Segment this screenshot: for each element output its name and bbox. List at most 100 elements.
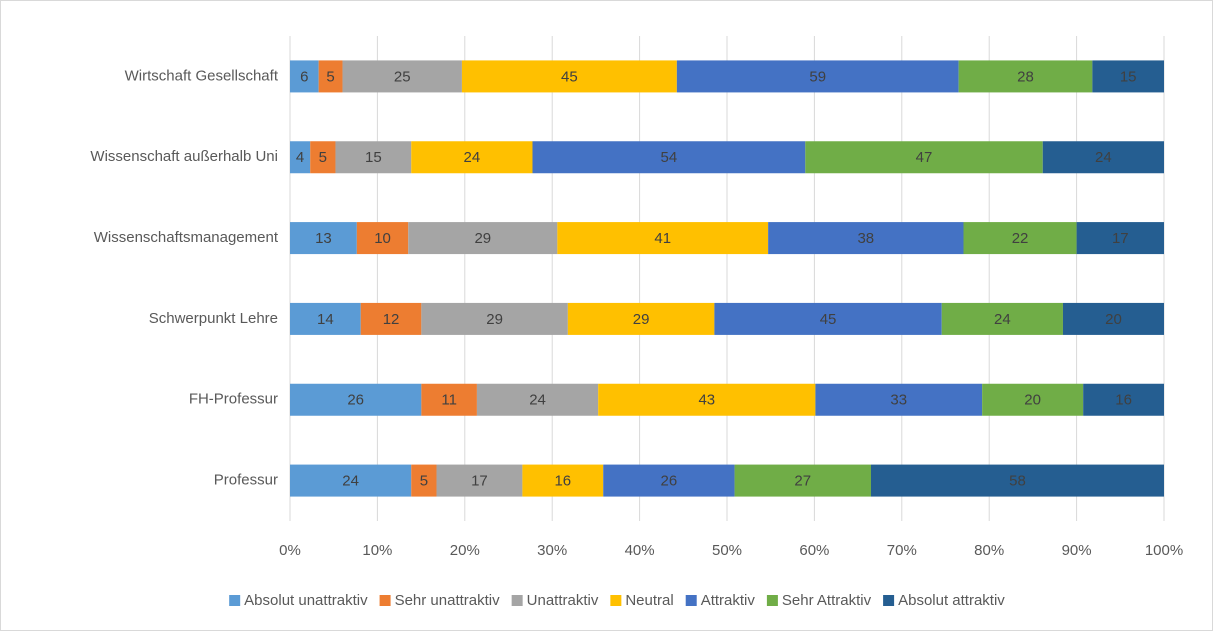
x-tick-label: 100% (1145, 542, 1183, 559)
bar-segment (1062, 302, 1164, 335)
bar-segment (963, 222, 1077, 255)
data-label: 59 (809, 68, 826, 85)
x-tick-label: 60% (799, 542, 829, 559)
data-label: 16 (554, 473, 571, 490)
x-tick-label: 40% (625, 542, 655, 559)
bar-segment (318, 60, 343, 93)
data-label: 4 (296, 149, 304, 166)
y-tick-label: Schwerpunkt Lehre (149, 310, 278, 327)
bar-segment (476, 383, 599, 416)
data-label: 29 (633, 311, 650, 328)
data-label: 45 (820, 311, 837, 328)
legend-swatch (511, 595, 523, 606)
x-tick-label: 70% (887, 542, 917, 559)
legend-label: Absolut unattraktiv (244, 592, 368, 609)
bar-segment (290, 222, 357, 255)
data-label: 45 (561, 68, 578, 85)
bar-segment (290, 464, 412, 497)
bar-segment (567, 302, 715, 335)
legend-label: Sehr unattraktiv (395, 592, 501, 609)
data-label: 14 (317, 311, 334, 328)
data-label: 13 (315, 230, 332, 247)
legend-swatch (883, 595, 895, 606)
bar-segment (290, 383, 422, 416)
data-label: 6 (300, 68, 308, 85)
data-label: 47 (916, 149, 933, 166)
bar-segment (1092, 60, 1164, 93)
bar-segment (734, 464, 871, 497)
legend-swatch (685, 595, 697, 606)
legend-label: Neutral (625, 592, 673, 609)
bar-segment (532, 141, 806, 174)
data-label: 41 (654, 230, 671, 247)
data-label: 24 (1095, 149, 1112, 166)
data-label: 12 (383, 311, 400, 328)
data-label: 22 (1012, 230, 1029, 247)
legend-swatch (610, 595, 622, 606)
x-tick-label: 90% (1062, 542, 1092, 559)
legend-label: Sehr Attraktiv (782, 592, 872, 609)
data-label: 17 (1112, 230, 1129, 247)
data-label: 24 (342, 473, 359, 490)
legend-label: Attraktiv (701, 592, 756, 609)
bar-segment (408, 222, 558, 255)
bar-segment (290, 60, 319, 93)
y-tick-label: FH-Professur (189, 391, 278, 408)
legend-swatch (379, 595, 391, 606)
data-label: 15 (365, 149, 382, 166)
x-tick-label: 0% (279, 542, 301, 559)
bar-segment (557, 222, 769, 255)
bar-segment (598, 383, 816, 416)
bar-segment (335, 141, 412, 174)
bar-segment (522, 464, 604, 497)
bar-segment (1076, 222, 1164, 255)
x-tick-label: 50% (712, 542, 742, 559)
bar-segment (356, 222, 409, 255)
y-tick-label: Wissenschaft außerhalb Uni (90, 148, 278, 165)
bar-segment (870, 464, 1164, 497)
data-label: 17 (471, 473, 488, 490)
data-label: 10 (374, 230, 391, 247)
data-label: 24 (464, 149, 481, 166)
data-label: 54 (661, 149, 678, 166)
bar-segment (461, 60, 677, 93)
legend-label: Unattraktiv (527, 592, 599, 609)
data-label: 5 (420, 473, 428, 490)
bar-segment (768, 222, 964, 255)
bar-segment (815, 383, 983, 416)
data-label: 27 (794, 473, 811, 490)
data-label: 58 (1009, 473, 1026, 490)
bar-segment (714, 302, 942, 335)
data-label: 20 (1105, 311, 1122, 328)
data-label: 29 (486, 311, 503, 328)
y-tick-label: Wirtschaft Gesellschaft (125, 67, 279, 84)
data-label: 26 (347, 392, 364, 409)
bar-segment (603, 464, 735, 497)
bar-segment (411, 141, 533, 174)
data-label: 15 (1120, 68, 1137, 85)
x-tick-label: 20% (450, 542, 480, 559)
bar-segment (1042, 141, 1164, 174)
x-tick-label: 80% (974, 542, 1004, 559)
y-tick-label: Professur (214, 472, 278, 489)
legend-label: Absolut attraktiv (898, 592, 1005, 609)
bar-segment (290, 302, 361, 335)
data-label: 11 (441, 392, 457, 409)
data-label: 33 (890, 392, 907, 409)
data-label: 20 (1024, 392, 1041, 409)
legend-swatch (766, 595, 778, 606)
bar-segment (411, 464, 437, 497)
data-label: 28 (1017, 68, 1034, 85)
x-tick-label: 30% (537, 542, 567, 559)
data-label: 5 (319, 149, 327, 166)
bar-segment (421, 383, 477, 416)
data-label: 25 (394, 68, 411, 85)
bar-segment (290, 141, 311, 174)
bar-segment (421, 302, 568, 335)
bar-segment (676, 60, 959, 93)
bar-segment (958, 60, 1093, 93)
data-label: 26 (661, 473, 678, 490)
legend-swatch (229, 595, 241, 606)
data-label: 24 (529, 392, 546, 409)
